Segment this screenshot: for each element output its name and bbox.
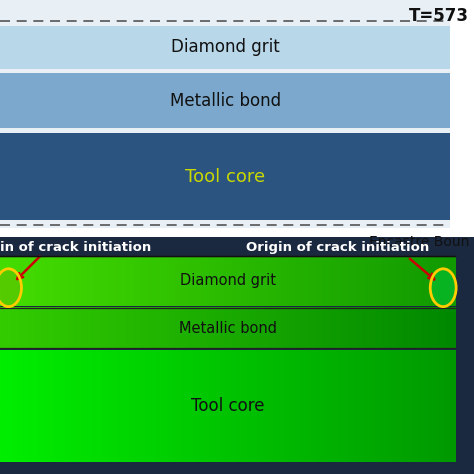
Text: Tool core: Tool core [185,168,265,185]
Ellipse shape [430,269,456,307]
Ellipse shape [0,269,21,307]
Text: Metallic bond: Metallic bond [179,321,276,336]
Bar [0,133,450,220]
Text: Diamond grit: Diamond grit [171,38,280,56]
Text: in of crack initiation: in of crack initiation [0,241,151,254]
Bar [0,73,450,128]
Text: Origin of crack initiation: Origin of crack initiation [246,241,430,254]
Text: T=573: T=573 [409,7,469,25]
Text: Tool core: Tool core [191,398,264,415]
Bar [0,237,474,474]
Bar [0,26,450,69]
Bar [0,0,450,228]
Text: Encastre Boun: Encastre Boun [369,235,469,249]
Text: Metallic bond: Metallic bond [170,92,281,109]
Text: Diamond grit: Diamond grit [180,273,275,288]
